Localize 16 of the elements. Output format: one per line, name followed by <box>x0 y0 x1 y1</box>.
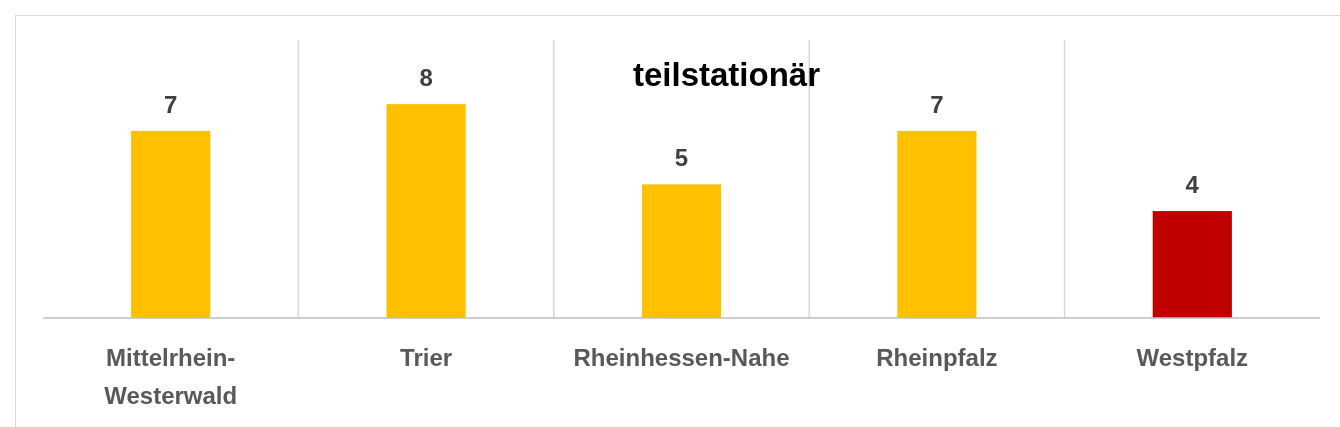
data-label: 7 <box>930 90 944 118</box>
data-label: 8 <box>419 64 433 92</box>
bar <box>1152 211 1232 318</box>
data-label: 4 <box>1185 171 1200 199</box>
x-tick-label: Trier <box>400 344 453 371</box>
x-tick-label: Rheinpfalz <box>876 344 998 371</box>
bar <box>897 130 977 318</box>
bar <box>386 104 466 318</box>
bar <box>131 130 211 318</box>
x-tick-label: Westpfalz <box>1136 344 1249 371</box>
x-tick-label: Mittelrhein-Westerwald <box>104 344 238 409</box>
bar <box>641 184 722 318</box>
x-tick-label: Rheinhessen-Nahe <box>573 344 790 371</box>
text: teilstationär <box>632 56 821 93</box>
data-label: 7 <box>164 90 178 118</box>
data-label: 5 <box>674 144 689 172</box>
